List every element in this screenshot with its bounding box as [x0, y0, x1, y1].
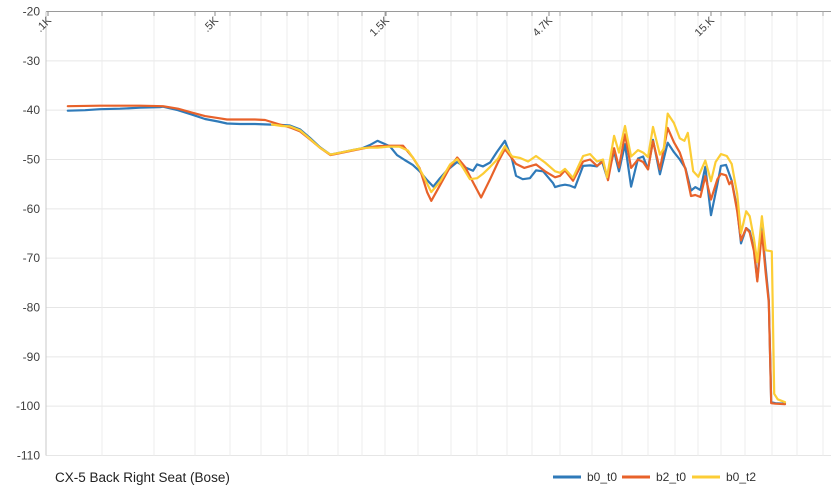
legend-label: b0_t2 [726, 470, 756, 484]
x-tick-label: 15.K [693, 14, 718, 39]
y-tick-label: -60 [23, 202, 41, 216]
series-line-b0_t2 [270, 112, 787, 404]
y-tick-label: -90 [23, 350, 41, 364]
series-line-b0_t0 [66, 105, 787, 405]
legend-item: b2_t0 [622, 470, 686, 484]
y-tick-label: -110 [17, 449, 40, 463]
y-tick-label: -80 [23, 301, 41, 315]
legend-label: b2_t0 [656, 470, 686, 484]
y-tick-label: -40 [23, 103, 41, 117]
y-tick-label: -100 [16, 399, 40, 413]
legend-item: b0_t2 [692, 470, 756, 484]
series-line-b2_t0 [66, 104, 787, 406]
y-tick-label: -20 [23, 5, 41, 19]
chart-title: CX-5 Back Right Seat (Bose) [55, 470, 230, 485]
y-tick-label: -50 [23, 153, 41, 167]
legend-label: b0_t0 [587, 470, 617, 484]
x-tick-label: .5K [201, 14, 222, 35]
legend-item: b0_t0 [553, 470, 617, 484]
y-tick-label: -30 [23, 54, 41, 68]
x-tick-label: 4.7K [531, 14, 556, 39]
x-tick-label: 1.5K [368, 14, 393, 39]
y-tick-label: -70 [23, 251, 41, 265]
